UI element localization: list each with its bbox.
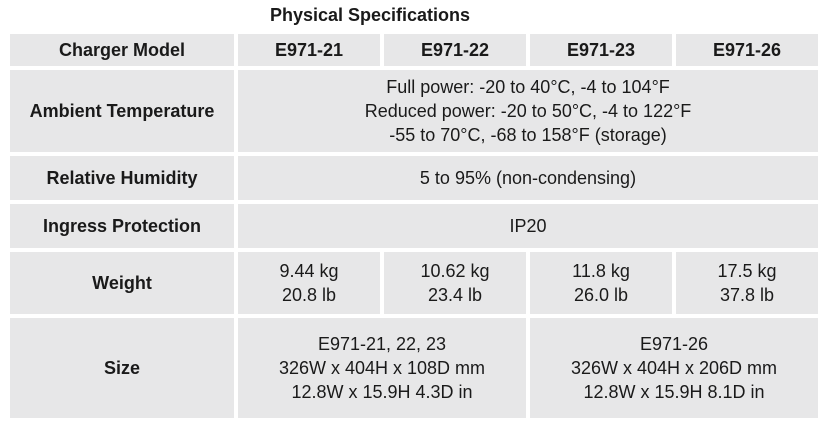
weight-kg: 11.8 kg — [572, 261, 630, 281]
model-header-cell: E971-21 — [238, 34, 380, 66]
ambient-temperature-value: Full power: -20 to 40°C, -4 to 104°F Red… — [238, 70, 818, 152]
size-in: 12.8W x 15.9H 8.1D in — [583, 382, 765, 402]
weight-cell: 17.5 kg 37.8 lb — [676, 252, 818, 314]
ingress-protection-value: IP20 — [238, 204, 818, 248]
row-label: Size — [10, 318, 234, 418]
size-in: 12.8W x 15.9H 4.3D in — [291, 382, 473, 402]
size-models: E971-26 — [639, 334, 709, 354]
weight-lb: 37.8 lb — [719, 285, 775, 305]
weight-kg: 9.44 kg — [279, 261, 339, 281]
ambient-temperature-row: Ambient Temperature Full power: -20 to 4… — [10, 70, 818, 152]
ingress-protection-row: Ingress Protection IP20 — [10, 204, 818, 248]
size-group-cell: E971-26 326W x 404H x 206D mm 12.8W x 15… — [530, 318, 818, 418]
weight-lb: 23.4 lb — [427, 285, 483, 305]
relative-humidity-row: Relative Humidity 5 to 95% (non-condensi… — [10, 156, 818, 200]
value-line: Full power: -20 to 40°C, -4 to 104°F — [386, 77, 670, 97]
model-header-cell: E971-26 — [676, 34, 818, 66]
row-label: Relative Humidity — [10, 156, 234, 200]
size-mm: 326W x 404H x 206D mm — [570, 358, 778, 378]
weight-lb: 20.8 lb — [281, 285, 337, 305]
row-label: Ambient Temperature — [10, 70, 234, 152]
header-row: Charger Model E971-21 E971-22 E971-23 E9… — [10, 34, 818, 66]
value-line: -55 to 70°C, -68 to 158°F (storage) — [389, 125, 667, 145]
weight-cell: 11.8 kg 26.0 lb — [530, 252, 672, 314]
value-line: Reduced power: -20 to 50°C, -4 to 122°F — [364, 101, 692, 121]
row-label: Ingress Protection — [10, 204, 234, 248]
weight-row: Weight 9.44 kg 20.8 lb 10.62 kg 23.4 lb … — [10, 252, 818, 314]
weight-kg: 17.5 kg — [717, 261, 777, 281]
page-title: Physical Specifications — [269, 5, 471, 25]
model-header-cell: E971-23 — [530, 34, 672, 66]
weight-lb: 26.0 lb — [573, 285, 629, 305]
weight-kg: 10.62 kg — [420, 261, 490, 281]
weight-cell: 10.62 kg 23.4 lb — [384, 252, 526, 314]
size-row: Size E971-21, 22, 23 326W x 404H x 108D … — [10, 318, 818, 418]
model-header-cell: E971-22 — [384, 34, 526, 66]
size-group-cell: E971-21, 22, 23 326W x 404H x 108D mm 12… — [238, 318, 526, 418]
header-label-cell: Charger Model — [10, 34, 234, 66]
weight-cell: 9.44 kg 20.8 lb — [238, 252, 380, 314]
size-models: E971-21, 22, 23 — [317, 334, 447, 354]
row-label: Weight — [10, 252, 234, 314]
spec-table: Charger Model E971-21 E971-22 E971-23 E9… — [6, 30, 822, 422]
relative-humidity-value: 5 to 95% (non-condensing) — [238, 156, 818, 200]
size-mm: 326W x 404H x 108D mm — [278, 358, 486, 378]
